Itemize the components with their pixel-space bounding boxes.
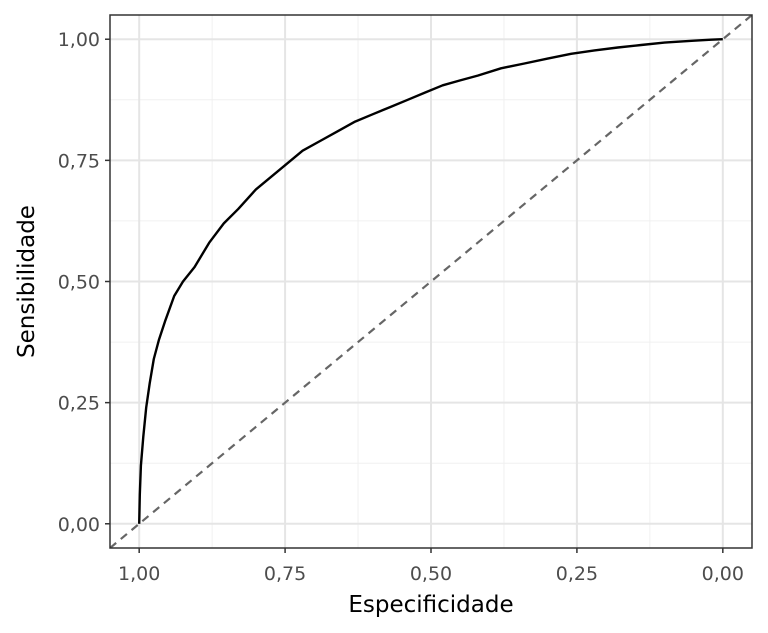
axes: 1,00 0,75 0,50 0,25 0,00 0,00 0,25 0,50 0,75 1,00: [58, 29, 744, 585]
y-axis-title: Sensibilidade: [14, 205, 40, 358]
y-tick-label: 0,00: [58, 514, 100, 536]
series-layer: [110, 15, 752, 548]
grid: [110, 15, 752, 548]
x-tick-label: 0,25: [556, 563, 598, 585]
y-tick-label: 0,25: [58, 393, 100, 415]
y-tick-label: 0,50: [58, 272, 100, 294]
x-tick-label: 0,50: [410, 563, 452, 585]
x-tick-label: 0,00: [702, 563, 744, 585]
x-tick-label: 0,75: [264, 563, 306, 585]
x-tick-label: 1,00: [118, 563, 160, 585]
y-tick-label: 0,75: [58, 150, 100, 172]
x-axis-title: Especificidade: [348, 592, 513, 618]
roc-curve-line: [138, 38, 723, 524]
y-tick-label: 1,00: [58, 29, 100, 51]
